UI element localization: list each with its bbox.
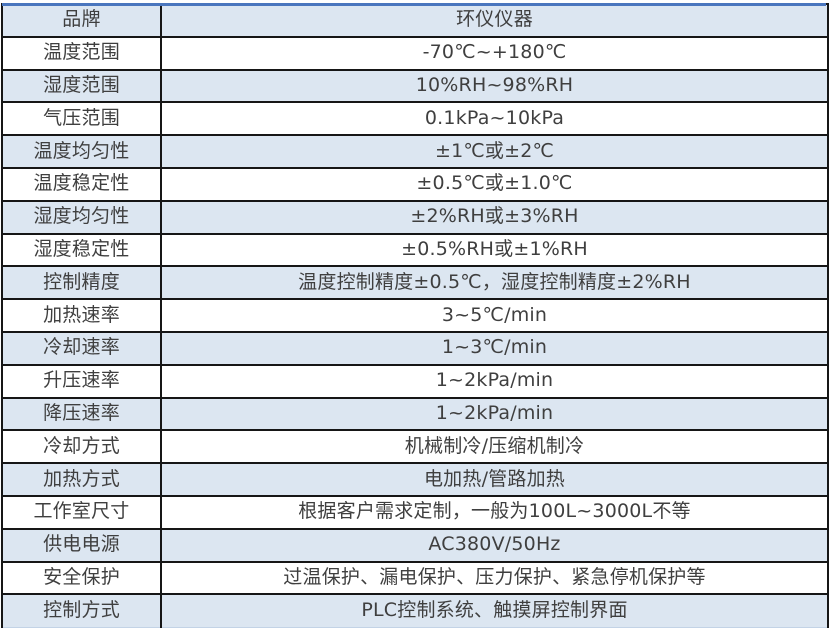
spec-label-cell: 控制精度 xyxy=(1,265,162,301)
spec-label-cell: 湿度范围 xyxy=(1,68,162,104)
spec-label-cell: 温度均匀性 xyxy=(1,134,162,169)
spec-value-cell: PLC控制系统、触摸屏控制界面 xyxy=(161,593,829,628)
table-row: 冷却速率 1~3℃/min xyxy=(1,330,829,366)
spec-value-cell: 根据客户需求定制，一般为100L~3000L不等 xyxy=(161,494,829,530)
spec-label-cell: 温度稳定性 xyxy=(1,166,162,202)
table-row: 加热方式 电加热/管路加热 xyxy=(1,462,829,497)
spec-value-cell: 电加热/管路加热 xyxy=(161,462,829,497)
spec-value-cell: 温度控制精度±0.5℃，湿度控制精度±2%RH xyxy=(161,265,829,301)
spec-label-cell: 控制方式 xyxy=(1,593,162,628)
table-row: 温度范围 -70℃~+180℃ xyxy=(1,35,829,71)
table-row: 控制方式 PLC控制系统、触摸屏控制界面 xyxy=(1,593,829,628)
table-row: 气压范围 0.1kPa~10kPa xyxy=(1,101,829,137)
spec-label-cell: 冷却方式 xyxy=(1,429,162,465)
spec-value-cell: 10%RH~98%RH xyxy=(161,68,829,104)
table-row: 供电电源 AC380V/50Hz xyxy=(1,527,829,563)
spec-label-cell: 降压速率 xyxy=(1,396,162,432)
spec-value-cell: ±2%RH或±3%RH xyxy=(161,199,829,235)
spec-sheet: 品牌 环仪仪器 温度范围 -70℃~+180℃ 湿度范围 10%RH~98%RH 气压范围 0… xyxy=(0,3,832,628)
spec-label-cell: 升压速率 xyxy=(1,363,162,399)
specifications-table: 品牌 环仪仪器 温度范围 -70℃~+180℃ 湿度范围 10%RH~98%RH 气压范围 0… xyxy=(1,3,829,628)
table-row: 冷却方式 机械制冷/压缩机制冷 xyxy=(1,429,829,465)
spec-value-cell: 1~3℃/min xyxy=(161,330,829,366)
spec-value-cell: 机械制冷/压缩机制冷 xyxy=(161,429,829,465)
specifications-table-body: 品牌 环仪仪器 温度范围 -70℃~+180℃ 湿度范围 10%RH~98%RH 气压范围 0… xyxy=(1,3,829,628)
spec-label-cell: 冷却速率 xyxy=(1,330,162,366)
table-row: 温度稳定性 ±0.5℃或±1.0℃ xyxy=(1,166,829,202)
spec-label-cell: 湿度均匀性 xyxy=(1,199,162,235)
spec-value-cell: ±0.5℃或±1.0℃ xyxy=(161,166,829,202)
table-row: 控制精度 温度控制精度±0.5℃，湿度控制精度±2%RH xyxy=(1,265,829,301)
spec-label-cell: 供电电源 xyxy=(1,527,162,563)
spec-label-cell: 安全保护 xyxy=(1,560,162,596)
spec-label-cell: 温度范围 xyxy=(1,35,162,71)
table-row: 加热速率 3~5℃/min xyxy=(1,298,829,333)
spec-value-cell: 0.1kPa~10kPa xyxy=(161,101,829,137)
spec-value-cell: ±0.5%RH或±1%RH xyxy=(161,232,829,268)
table-row: 湿度均匀性 ±2%RH或±3%RH xyxy=(1,199,829,235)
spec-value-cell: -70℃~+180℃ xyxy=(161,35,829,71)
spec-label-cell: 气压范围 xyxy=(1,101,162,137)
spec-label-cell: 品牌 xyxy=(1,3,162,38)
spec-label-cell: 湿度稳定性 xyxy=(1,232,162,268)
spec-value-cell: 1~2kPa/min xyxy=(161,396,829,432)
table-row: 品牌 环仪仪器 xyxy=(1,3,829,38)
spec-value-cell: AC380V/50Hz xyxy=(161,527,829,563)
table-row: 工作室尺寸 根据客户需求定制，一般为100L~3000L不等 xyxy=(1,494,829,530)
spec-value-cell: 3~5℃/min xyxy=(161,298,829,333)
spec-value-cell: ±1℃或±2℃ xyxy=(161,134,829,169)
spec-value-cell: 1~2kPa/min xyxy=(161,363,829,399)
table-row: 湿度稳定性 ±0.5%RH或±1%RH xyxy=(1,232,829,268)
table-row: 安全保护 过温保护、漏电保护、压力保护、紧急停机保护等 xyxy=(1,560,829,596)
spec-label-cell: 加热方式 xyxy=(1,462,162,497)
table-row: 降压速率 1~2kPa/min xyxy=(1,396,829,432)
spec-label-cell: 工作室尺寸 xyxy=(1,494,162,530)
table-row: 升压速率 1~2kPa/min xyxy=(1,363,829,399)
table-row: 湿度范围 10%RH~98%RH xyxy=(1,68,829,104)
top-accent-rule xyxy=(2,3,826,6)
spec-label-cell: 加热速率 xyxy=(1,298,162,333)
table-row: 温度均匀性 ±1℃或±2℃ xyxy=(1,134,829,169)
spec-value-cell: 环仪仪器 xyxy=(161,3,829,38)
spec-value-cell: 过温保护、漏电保护、压力保护、紧急停机保护等 xyxy=(161,560,829,596)
